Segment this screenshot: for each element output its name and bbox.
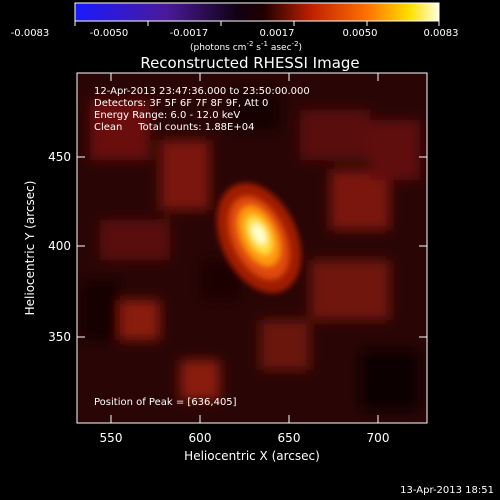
- colorbar-tick: -0.0083: [11, 28, 50, 39]
- colorbar-tick: -0.0050: [90, 28, 129, 39]
- colorbar-tick: 0.0017: [260, 28, 295, 39]
- x-tick-label: 600: [189, 431, 212, 445]
- colorbar-tick: 0.0083: [424, 28, 459, 39]
- y-tick-label: 350: [48, 330, 71, 344]
- y-axis-label: Heliocentric Y (arcsec): [23, 181, 37, 316]
- x-tick-label: 700: [367, 431, 390, 445]
- colorbar: -0.0083 -0.0050 -0.0017 0.0017 0.0050 0.…: [11, 2, 459, 53]
- timestamp: 13-Apr-2013 18:51: [400, 485, 494, 496]
- info-block: 12-Apr-2013 23:47:36.000 to 23:50:00.000…: [94, 86, 310, 134]
- detectors: Detectors: 3F 5F 6F 7F 8F 9F, Att 0: [94, 98, 269, 109]
- colorbar-tick: -0.0017: [170, 28, 209, 39]
- y-tick-label: 450: [48, 150, 71, 164]
- time-range: 12-Apr-2013 23:47:36.000 to 23:50:00.000: [94, 86, 310, 97]
- x-tick-label: 550: [100, 431, 123, 445]
- plot-title: Reconstructed RHESSI Image: [140, 54, 360, 72]
- x-axis-label: Heliocentric X (arcsec): [184, 449, 320, 463]
- clean-counts: Clean Total counts: 1.88E+04: [94, 122, 255, 133]
- colorbar-units: (photons cm-2 s-1 asec-2): [190, 40, 302, 53]
- colorbar-tick: 0.0050: [343, 28, 378, 39]
- x-tick-label: 650: [278, 431, 301, 445]
- peak-position: Position of Peak = [636,405]: [94, 397, 237, 408]
- y-tick-label: 400: [48, 239, 71, 253]
- energy-range: Energy Range: 6.0 - 12.0 keV: [94, 110, 241, 121]
